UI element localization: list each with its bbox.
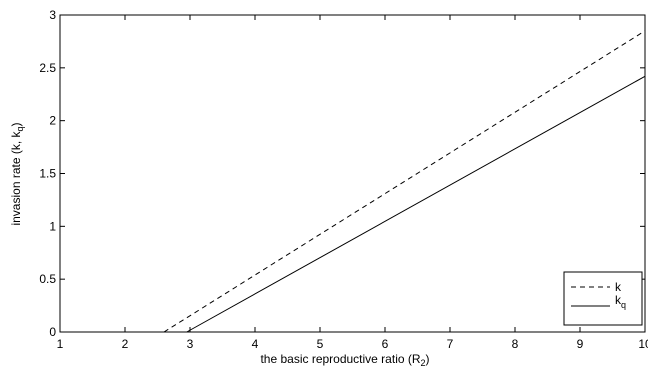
- y-axis-label: invasion rate (k, kq): [9, 122, 25, 225]
- series-line-k: [163, 30, 646, 333]
- y-tick-label: 2.5: [39, 61, 56, 75]
- legend-box: [563, 271, 643, 326]
- series-layer: [163, 30, 646, 333]
- legend-label-kq-main: k: [615, 293, 622, 307]
- legend-label-kq-sub: q: [621, 300, 626, 310]
- plot-area: [59, 14, 646, 333]
- x-axis-label-tail: ): [426, 352, 430, 366]
- y-tick-label: 0.5: [39, 272, 56, 286]
- x-tick-label: 7: [447, 337, 454, 351]
- legend: k kq: [563, 271, 643, 326]
- legend-label-k: k: [615, 280, 622, 294]
- x-tick-label: 9: [577, 337, 584, 351]
- x-axis-label-main: the basic reproductive ratio (R: [260, 352, 420, 366]
- x-tick-label: 10: [638, 337, 648, 351]
- x-tick-label: 3: [187, 337, 194, 351]
- y-axis-label-main: invasion rate (k, k: [9, 130, 23, 225]
- x-tick-label: 1: [57, 337, 64, 351]
- legend-label-k-main: k: [615, 280, 622, 294]
- x-tick-label: 2: [122, 337, 129, 351]
- y-axis-label-sub: q: [15, 126, 25, 131]
- y-tick-label: 1.5: [39, 167, 56, 181]
- y-tick-label: 2: [49, 114, 56, 128]
- x-tick-label: 5: [317, 337, 324, 351]
- x-tick-label: 6: [382, 337, 389, 351]
- tick-layer: 1 2 3 4 5 6 7 8 9 10 0 0.5 1 1.5 2 2.5 3: [39, 8, 648, 351]
- x-tick-label: 4: [252, 337, 259, 351]
- y-tick-label: 0: [49, 325, 56, 339]
- plot-frame: [59, 14, 646, 333]
- y-tick-label: 1: [49, 219, 56, 233]
- x-axis-label-sub: 2: [421, 358, 426, 368]
- series-line-kq: [186, 75, 646, 333]
- y-tick-label: 3: [49, 8, 56, 22]
- legend-label-kq: kq: [615, 293, 626, 310]
- x-axis-label: the basic reproductive ratio (R2): [260, 352, 429, 368]
- y-axis-label-tail: ): [9, 122, 23, 126]
- x-tick-label: 8: [512, 337, 519, 351]
